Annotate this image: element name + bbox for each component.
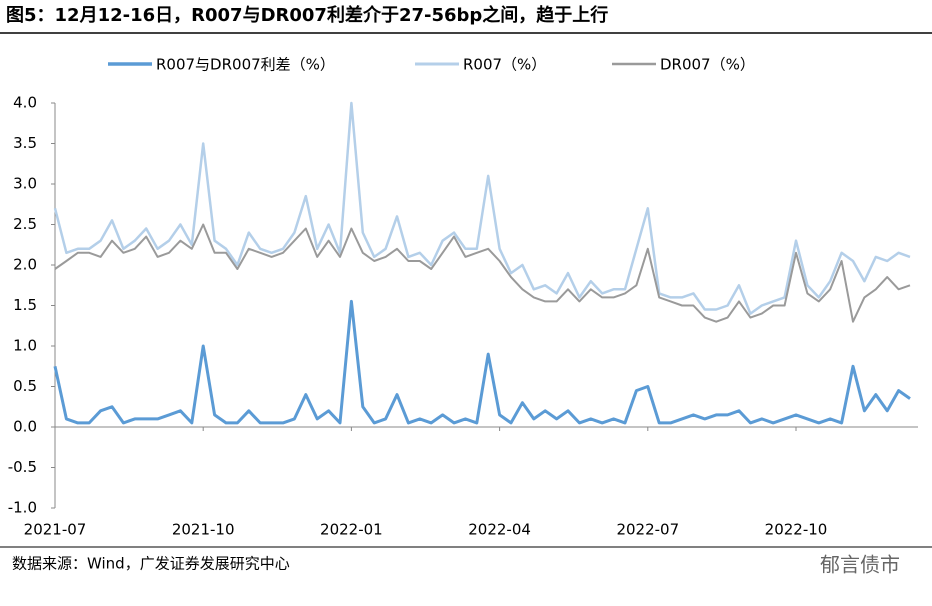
x-tick-label: 2021-10 bbox=[172, 521, 235, 539]
y-tick-label: 0.5 bbox=[13, 377, 37, 395]
chart-title: 图5：12月12-16日，R007与DR007利差介于27-56bp之间，趋于上… bbox=[6, 4, 608, 26]
series-line bbox=[53, 101, 911, 315]
legend-label: R007与DR007利差（%） bbox=[156, 56, 335, 74]
y-tick-label: 3.5 bbox=[13, 134, 37, 152]
x-tick-label: 2021-07 bbox=[24, 521, 87, 539]
legend-label: R007（%） bbox=[463, 56, 546, 74]
y-tick-label: 1.0 bbox=[13, 337, 37, 355]
y-tick-label: 2.0 bbox=[13, 256, 37, 274]
y-tick-label: 0.0 bbox=[13, 418, 37, 436]
y-tick-label: -0.5 bbox=[8, 458, 37, 476]
y-tick-label: 2.5 bbox=[13, 215, 37, 233]
x-tick-label: 2022-01 bbox=[320, 521, 383, 539]
y-tick-label: 1.5 bbox=[13, 296, 37, 314]
x-tick-label: 2022-07 bbox=[616, 521, 679, 539]
watermark: 郁言债市 bbox=[820, 553, 900, 577]
y-tick-label: 4.0 bbox=[13, 94, 37, 112]
x-tick-label: 2022-10 bbox=[765, 521, 828, 539]
series-line bbox=[53, 299, 911, 425]
y-tick-label: -1.0 bbox=[8, 499, 37, 517]
x-tick-label: 2022-04 bbox=[468, 521, 531, 539]
legend-label: DR007（%） bbox=[660, 56, 755, 74]
series-line bbox=[54, 223, 911, 323]
source: 数据来源：Wind，广发证券发展研究中心 bbox=[12, 555, 290, 573]
y-tick-label: 3.0 bbox=[13, 175, 37, 193]
